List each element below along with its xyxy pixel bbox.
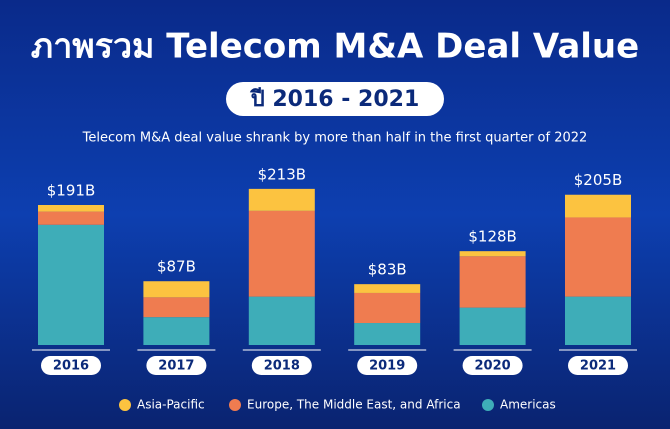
bar-segment xyxy=(38,224,104,345)
subtitle: ปี 2016 - 2021 xyxy=(250,87,420,112)
bar-segment xyxy=(143,281,210,298)
category-pill xyxy=(41,356,101,375)
category-pill xyxy=(568,356,628,375)
x-tick-label: 2019 xyxy=(369,359,405,374)
bar-segment xyxy=(354,323,421,345)
legend-swatch xyxy=(229,399,241,411)
total-label: $83B xyxy=(368,261,407,279)
total-label: $191B xyxy=(47,181,95,199)
legend-label: Asia-Pacific xyxy=(137,398,205,412)
total-label: $205B xyxy=(574,171,622,189)
x-tick-label: 2021 xyxy=(580,359,616,374)
bar-segment xyxy=(248,210,315,297)
category-pill xyxy=(251,356,312,375)
bar-segment xyxy=(38,204,104,212)
category-pill xyxy=(357,356,418,375)
legend-label: Americas xyxy=(500,398,556,412)
subtitle-pill xyxy=(226,82,444,116)
category-pill xyxy=(462,356,523,375)
legend-swatch xyxy=(482,399,494,411)
total-label: $128B xyxy=(468,228,516,246)
bar-segment xyxy=(38,211,104,225)
chart-title: ภาพรวม Telecom M&A Deal Value xyxy=(31,27,639,67)
bar-segment xyxy=(565,217,631,297)
bar-segment xyxy=(143,317,210,345)
legend-label: Europe, The Middle East, and Africa xyxy=(247,398,461,412)
bar-segment xyxy=(354,284,421,293)
x-tick-label: 2018 xyxy=(264,359,300,374)
bar-segment xyxy=(565,296,631,345)
annotation: Telecom M&A deal value shrank by more th… xyxy=(82,131,588,146)
bar-segment xyxy=(143,297,210,318)
legend-swatch xyxy=(119,399,131,411)
bar-segment xyxy=(565,194,631,218)
x-tick-label: 2020 xyxy=(475,359,511,374)
bar-segment xyxy=(459,256,526,308)
bar-segment xyxy=(459,307,526,345)
total-label: $213B xyxy=(258,165,306,183)
x-tick-label: 2016 xyxy=(53,359,89,374)
bar-segment xyxy=(248,188,315,211)
bar-segment xyxy=(354,292,421,324)
x-tick-label: 2017 xyxy=(158,359,194,374)
total-label: $87B xyxy=(157,258,196,276)
bar-segment xyxy=(248,296,315,345)
category-pill xyxy=(146,356,207,375)
bar-segment xyxy=(459,251,526,257)
